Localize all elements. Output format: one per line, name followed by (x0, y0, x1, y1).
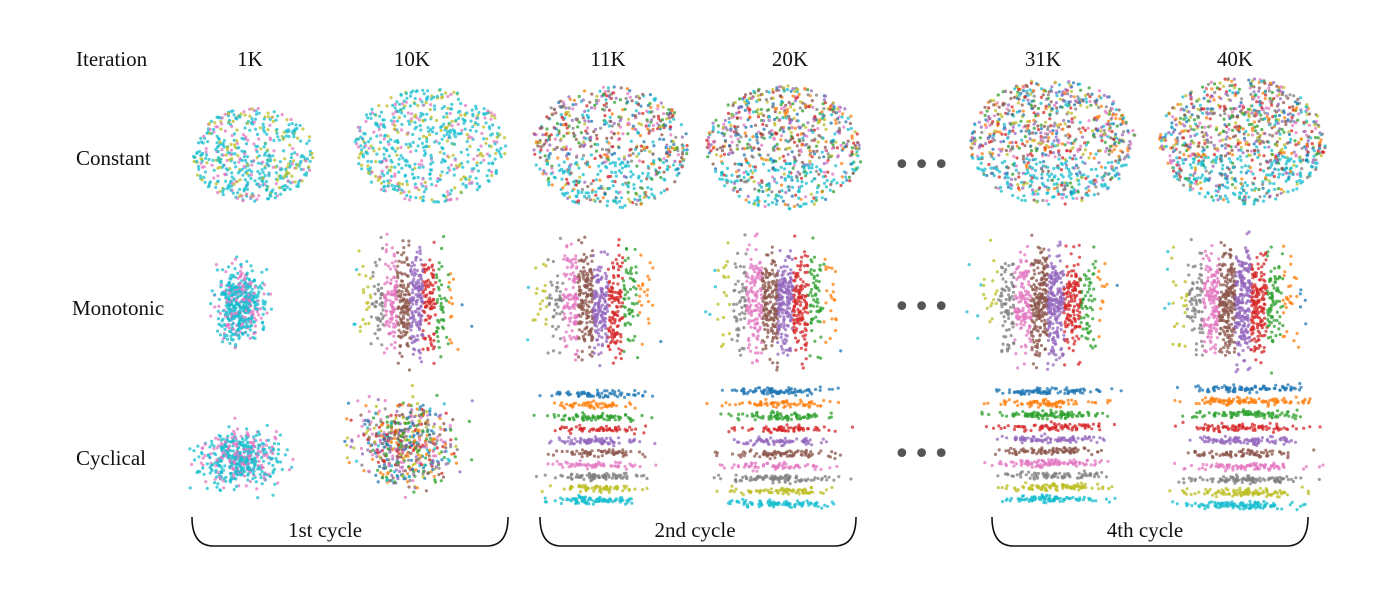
panel-monotonic-1k (209, 255, 273, 350)
row-label-monotonic: Monotonic (72, 296, 165, 320)
panel-cyclical-31k (980, 386, 1123, 505)
panel-cyclical-20k (705, 385, 855, 510)
panel-cyclical-10k (343, 384, 474, 499)
panel-constant-31k (969, 79, 1137, 206)
panel-monotonic-40k (1163, 230, 1308, 375)
cycle-label-2nd: 2nd cycle (654, 518, 736, 542)
panel-cyclical-40k (1168, 382, 1325, 512)
panel-constant-1k (191, 106, 315, 203)
panel-monotonic-10k (352, 232, 474, 372)
brace-2nd-cycle (539, 516, 857, 547)
panel-monotonic-20k (704, 232, 843, 372)
panel-constant-20k (705, 84, 863, 211)
panel-cyclical-1k (188, 416, 295, 500)
column-header-31k: 31K (1024, 47, 1062, 71)
ellipsis-cyclical: ••• (893, 437, 953, 472)
iteration-label: Iteration (76, 47, 148, 71)
row-label-constant: Constant (76, 146, 151, 170)
column-header-40k: 40K (1216, 47, 1254, 71)
ellipsis-monotonic: ••• (893, 290, 953, 325)
panel-monotonic-31k (965, 233, 1119, 371)
brace-1st-cycle (191, 516, 509, 547)
panel-constant-10k (353, 88, 508, 204)
column-header-11k: 11K (590, 47, 626, 71)
ellipsis-constant: ••• (893, 148, 953, 183)
panel-monotonic-11k (526, 235, 663, 368)
panel-constant-40k (1158, 77, 1327, 206)
cycle-label-4th: 4th cycle (1106, 518, 1184, 542)
panel-constant-11k (532, 85, 689, 209)
cycle-label-1st: 1st cycle (287, 518, 363, 542)
row-label-cyclical: Cyclical (76, 446, 146, 470)
brace-4th-cycle (991, 516, 1309, 547)
column-header-20k: 20K (771, 47, 809, 71)
column-header-1k: 1K (237, 47, 263, 71)
panel-cyclical-11k (532, 388, 658, 506)
column-header-10k: 10K (393, 47, 431, 71)
